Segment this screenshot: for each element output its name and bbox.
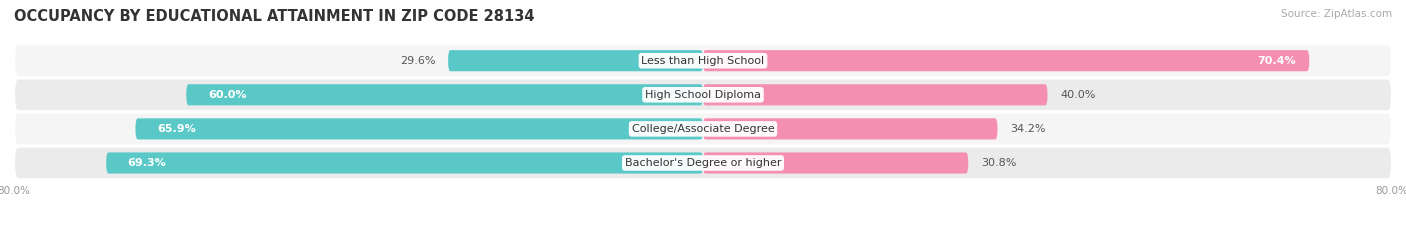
FancyBboxPatch shape — [14, 44, 1392, 77]
Text: 34.2%: 34.2% — [1011, 124, 1046, 134]
FancyBboxPatch shape — [14, 147, 1392, 179]
Text: 65.9%: 65.9% — [157, 124, 195, 134]
Text: 69.3%: 69.3% — [128, 158, 166, 168]
FancyBboxPatch shape — [703, 84, 1047, 105]
Text: 70.4%: 70.4% — [1258, 56, 1296, 66]
Text: 29.6%: 29.6% — [399, 56, 436, 66]
Text: 60.0%: 60.0% — [208, 90, 246, 100]
Text: OCCUPANCY BY EDUCATIONAL ATTAINMENT IN ZIP CODE 28134: OCCUPANCY BY EDUCATIONAL ATTAINMENT IN Z… — [14, 9, 534, 24]
Text: Bachelor's Degree or higher: Bachelor's Degree or higher — [624, 158, 782, 168]
Text: High School Diploma: High School Diploma — [645, 90, 761, 100]
Text: 30.8%: 30.8% — [981, 158, 1017, 168]
Text: Less than High School: Less than High School — [641, 56, 765, 66]
FancyBboxPatch shape — [703, 50, 1309, 71]
FancyBboxPatch shape — [703, 118, 997, 140]
FancyBboxPatch shape — [449, 50, 703, 71]
FancyBboxPatch shape — [135, 118, 703, 140]
FancyBboxPatch shape — [14, 79, 1392, 111]
FancyBboxPatch shape — [703, 152, 969, 174]
Text: College/Associate Degree: College/Associate Degree — [631, 124, 775, 134]
FancyBboxPatch shape — [14, 113, 1392, 145]
FancyBboxPatch shape — [186, 84, 703, 105]
Text: Source: ZipAtlas.com: Source: ZipAtlas.com — [1281, 9, 1392, 19]
Text: 40.0%: 40.0% — [1060, 90, 1095, 100]
FancyBboxPatch shape — [107, 152, 703, 174]
